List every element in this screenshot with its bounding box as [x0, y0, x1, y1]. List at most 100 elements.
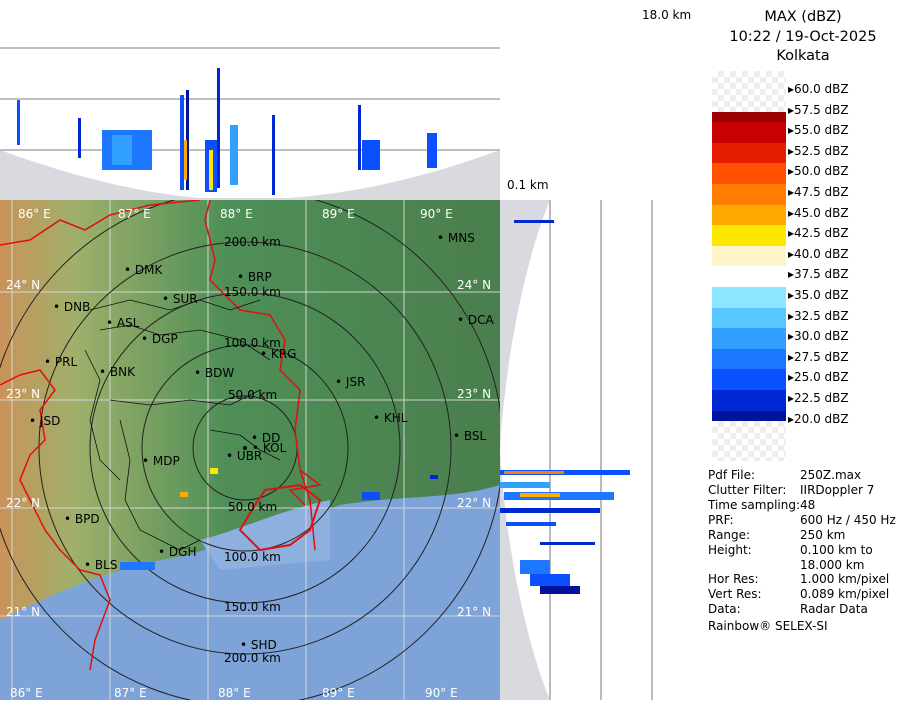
lat-lon-grid — [0, 200, 500, 700]
lat-label: 24° N — [457, 278, 492, 292]
radar-center — [243, 446, 247, 450]
height-top-label: 18.0 km — [642, 8, 692, 22]
right-height-section — [500, 200, 700, 700]
map-echoes — [120, 468, 438, 570]
lon-label: 87° E — [114, 686, 147, 700]
colorbar — [712, 71, 786, 461]
product-title: MAX (dBZ) — [764, 9, 842, 25]
place-label: • DMK — [124, 263, 163, 277]
colorbar-label: ▸27.5 dBZ — [788, 349, 849, 364]
height-bottom-label: 0.1 km — [507, 178, 549, 192]
place-label: • MNS — [437, 231, 475, 245]
colorbar-swatch — [712, 328, 786, 349]
info-key: Range: — [708, 528, 751, 542]
colorbar-swatch — [712, 163, 786, 184]
height-labels-corner: 18.0 km 0.1 km — [500, 0, 700, 200]
lon-label: 86° E — [18, 207, 51, 221]
delta-water — [200, 500, 330, 570]
lon-label: 89° E — [322, 207, 355, 221]
terrain-mask — [0, 150, 500, 200]
info-value: 250 km — [800, 528, 846, 542]
info-value: IIRDoppler 7 — [800, 483, 875, 497]
colorbar-label: ▸45.0 dBZ — [788, 205, 849, 220]
colorbar-swatch — [712, 204, 786, 226]
info-value: 600 Hz / 450 Hz — [800, 513, 896, 527]
colorbar-label: ▸37.5 dBZ — [788, 267, 849, 282]
lon-label: 86° E — [10, 686, 43, 700]
colorbar-swatch — [712, 390, 786, 411]
colorbar-label: ▸32.5 dBZ — [788, 308, 849, 323]
place-label: • DGH — [158, 545, 197, 559]
colorbar-swatch — [712, 225, 786, 246]
datetime-title: 10:22 / 19-Oct-2025 — [729, 29, 877, 45]
info-key: Time sampling: — [708, 498, 801, 512]
colorbar-label: ▸55.0 dBZ — [788, 123, 849, 138]
colorbar-label: ▸22.5 dBZ — [788, 391, 849, 405]
radar-map[interactable]: 86° E 87° E 88° E 89° E 90° E 86° E 87° … — [0, 200, 500, 700]
lon-label: 90° E — [420, 207, 453, 221]
info-value: Radar Data — [800, 602, 868, 616]
colorbar-swatch — [712, 184, 786, 205]
colorbar-label: ▸47.5 dBZ — [788, 185, 849, 199]
place-label: • BNK — [99, 365, 135, 379]
place-label: • DD — [251, 431, 281, 445]
place-label: • BPD — [64, 512, 100, 526]
info-key: Pdf File: — [708, 468, 756, 482]
colorbar-swatch — [712, 348, 786, 370]
station-title: Kolkata — [776, 48, 830, 64]
info-value: 1.000 km/pixel — [800, 572, 890, 586]
lon-label: 89° E — [322, 686, 355, 700]
info-key: PRF: — [708, 513, 734, 527]
info-value: 48 — [800, 498, 816, 512]
info-key: Hor Res: — [708, 572, 759, 586]
colorbar-transparent-bottom — [712, 421, 786, 461]
place-label: • PRL — [44, 355, 78, 369]
range-label: 50.0 km — [228, 388, 278, 402]
district-borders — [84, 299, 281, 551]
place-label: • MDP — [142, 454, 180, 468]
colorbar-swatch — [712, 266, 786, 287]
colorbar-label: ▸60.0 dBZ — [788, 82, 849, 96]
info-key: Clutter Filter: — [708, 483, 787, 497]
place-label: • DNB — [53, 300, 91, 314]
lon-label: 88° E — [218, 686, 251, 700]
place-label: • DGP — [141, 332, 178, 346]
info-value: 0.089 km/pixel — [800, 587, 890, 601]
place-label: • BRP — [237, 270, 272, 284]
colorbar-label: ▸30.0 dBZ — [788, 329, 849, 344]
colorbar-label: ▸35.0 dBZ — [788, 288, 849, 302]
lat-label: 23° N — [457, 387, 492, 401]
place-label: • BSL — [453, 429, 487, 443]
colorbar-label: ▸42.5 dBZ — [788, 226, 849, 241]
range-label: 150.0 km — [224, 285, 281, 299]
lat-label: 21° N — [457, 605, 492, 619]
place-label: • KRG — [260, 347, 297, 361]
range-label: 50.0 km — [228, 500, 278, 514]
colorbar-label: ▸50.0 dBZ — [788, 164, 849, 179]
top-height-section — [0, 0, 500, 200]
right-section-svg — [500, 200, 653, 700]
lon-label: 88° E — [220, 207, 253, 221]
terrain-mask — [500, 200, 550, 700]
range-label: 100.0 km — [224, 336, 281, 350]
range-label: 200.0 km — [224, 651, 281, 665]
lat-label: 22° N — [457, 496, 492, 510]
info-value: 0.100 km to — [800, 543, 873, 557]
colorbar-label: ▸20.0 dBZ — [788, 411, 849, 426]
colorbar-label: ▸52.5 dBZ — [788, 143, 849, 158]
colorbar-swatch — [712, 245, 786, 267]
lon-label: 90° E — [425, 686, 458, 700]
borders — [0, 200, 322, 671]
top-section-svg — [0, 47, 500, 200]
place-label: • BDW — [194, 366, 235, 380]
colorbar-swatch — [712, 287, 786, 308]
colorbar-transparent-top — [712, 71, 786, 112]
lat-label: 21° N — [6, 605, 41, 619]
place-label: • JSD — [29, 414, 61, 428]
lon-label: 87° E — [118, 207, 151, 221]
lat-label: 24° N — [6, 278, 41, 292]
info-key: Height: — [708, 543, 752, 557]
info-panel: MAX (dBZ) 10:22 / 19-Oct-2025 Kolkata ▸6… — [700, 0, 906, 700]
place-label: • DCA — [457, 313, 494, 327]
info-value: 18.000 km — [800, 558, 865, 572]
